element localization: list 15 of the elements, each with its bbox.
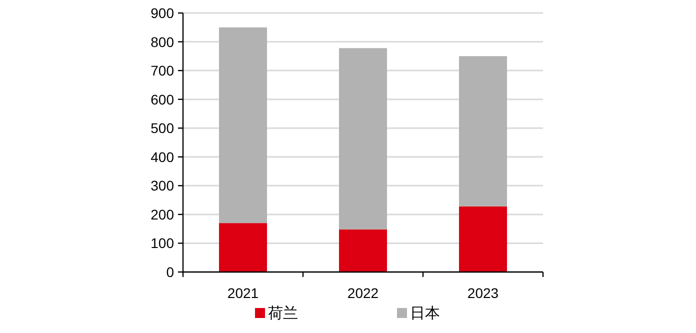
y-tick-label: 600 xyxy=(150,91,174,108)
y-tick-label: 0 xyxy=(166,264,174,280)
x-tick-label: 2023 xyxy=(467,285,499,301)
legend-label: 日本 xyxy=(410,305,440,322)
y-tick-label: 200 xyxy=(150,206,174,222)
y-tick-label: 900 xyxy=(150,5,174,21)
x-tick-label: 2021 xyxy=(227,285,259,301)
y-tick-label: 100 xyxy=(150,235,174,252)
y-tick-label: 700 xyxy=(150,62,174,79)
x-tick-label: 2022 xyxy=(347,285,379,301)
y-tick-label: 400 xyxy=(150,148,174,165)
y-tick-label: 300 xyxy=(150,178,174,194)
y-tick-label: 800 xyxy=(150,34,174,50)
y-tick-label: 500 xyxy=(150,120,174,136)
legend-label: 荷兰 xyxy=(268,305,298,322)
